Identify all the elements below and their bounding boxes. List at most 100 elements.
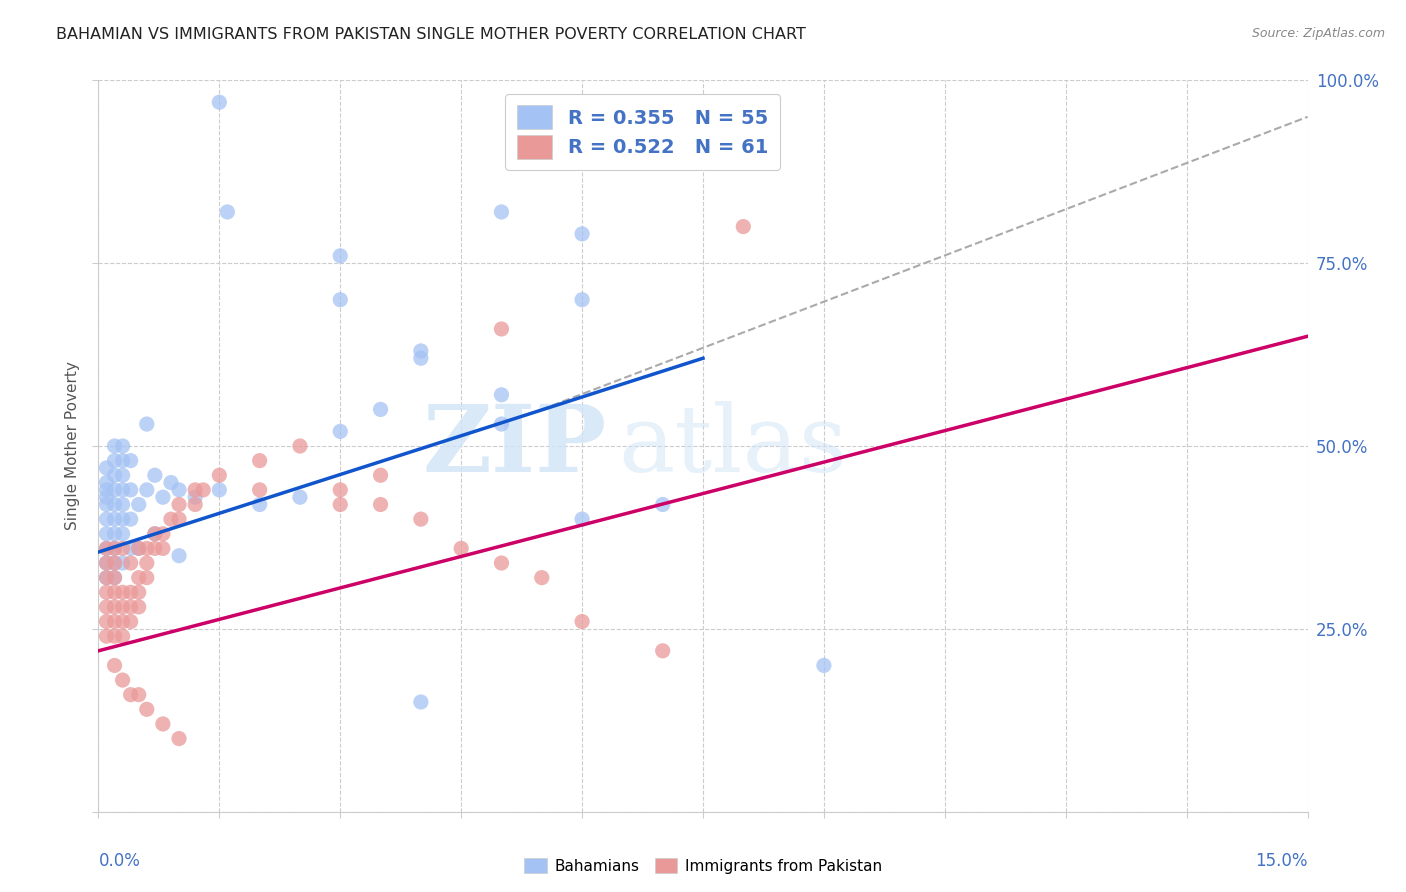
Point [111,541,134,556]
Point [103,453,125,467]
Text: ZIP: ZIP [422,401,606,491]
Point [733,219,755,234]
Point [103,629,125,643]
Point [128,688,150,702]
Point [184,483,207,497]
Point [111,512,134,526]
Point [167,483,190,497]
Point [120,483,142,497]
Point [167,512,190,526]
Point [103,556,125,570]
Point [128,498,150,512]
Point [111,556,134,570]
Point [103,526,125,541]
Point [160,475,183,490]
Point [96,571,118,585]
Point [135,702,157,716]
Point [96,498,118,512]
Point [128,599,150,614]
Point [184,490,207,504]
Point [103,439,125,453]
Point [329,425,352,439]
Point [103,468,125,483]
Point [96,483,118,497]
Point [128,541,150,556]
Point [111,498,134,512]
Point [651,498,673,512]
Point [409,695,432,709]
Point [96,490,118,504]
Legend: R = 0.355   N = 55, R = 0.522   N = 61: R = 0.355 N = 55, R = 0.522 N = 61 [505,94,780,170]
Point [103,658,125,673]
Point [288,439,311,453]
Point [370,498,392,512]
Point [329,483,352,497]
Point [571,293,593,307]
Text: 15.0%: 15.0% [1256,852,1308,870]
Point [167,498,190,512]
Point [111,526,134,541]
Point [111,483,134,497]
Point [96,475,118,490]
Point [329,498,352,512]
Point [96,585,118,599]
Point [103,571,125,585]
Point [111,615,134,629]
Point [103,512,125,526]
Point [120,512,142,526]
Point [409,351,432,366]
Point [96,541,118,556]
Point [813,658,835,673]
Point [167,731,190,746]
Point [96,461,118,475]
Point [103,498,125,512]
Point [370,468,392,483]
Point [143,541,166,556]
Point [450,541,472,556]
Point [103,585,125,599]
Point [120,556,142,570]
Point [111,629,134,643]
Point [135,556,157,570]
Point [103,571,125,585]
Point [249,453,271,467]
Point [96,571,118,585]
Point [120,585,142,599]
Point [491,322,513,336]
Point [167,549,190,563]
Point [96,629,118,643]
Legend: Bahamians, Immigrants from Pakistan: Bahamians, Immigrants from Pakistan [517,852,889,880]
Point [571,227,593,241]
Point [217,205,239,219]
Text: 0.0%: 0.0% [98,852,141,870]
Point [143,526,166,541]
Point [111,453,134,467]
Point [135,571,157,585]
Point [249,498,271,512]
Point [103,615,125,629]
Point [103,599,125,614]
Point [491,556,513,570]
Point [96,556,118,570]
Point [111,468,134,483]
Point [288,490,311,504]
Point [96,526,118,541]
Point [120,599,142,614]
Point [111,585,134,599]
Point [208,468,231,483]
Point [120,615,142,629]
Point [491,205,513,219]
Point [128,571,150,585]
Point [135,483,157,497]
Point [160,512,183,526]
Text: BAHAMIAN VS IMMIGRANTS FROM PAKISTAN SINGLE MOTHER POVERTY CORRELATION CHART: BAHAMIAN VS IMMIGRANTS FROM PAKISTAN SIN… [56,27,806,42]
Point [128,585,150,599]
Point [152,717,174,731]
Point [249,483,271,497]
Point [193,483,215,497]
Point [111,439,134,453]
Point [184,498,207,512]
Point [103,556,125,570]
Point [120,541,142,556]
Point [103,541,125,556]
